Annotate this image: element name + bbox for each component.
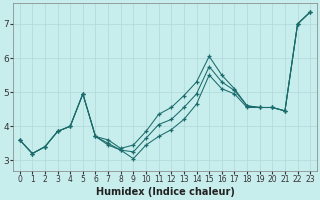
X-axis label: Humidex (Indice chaleur): Humidex (Indice chaleur) bbox=[96, 187, 234, 197]
